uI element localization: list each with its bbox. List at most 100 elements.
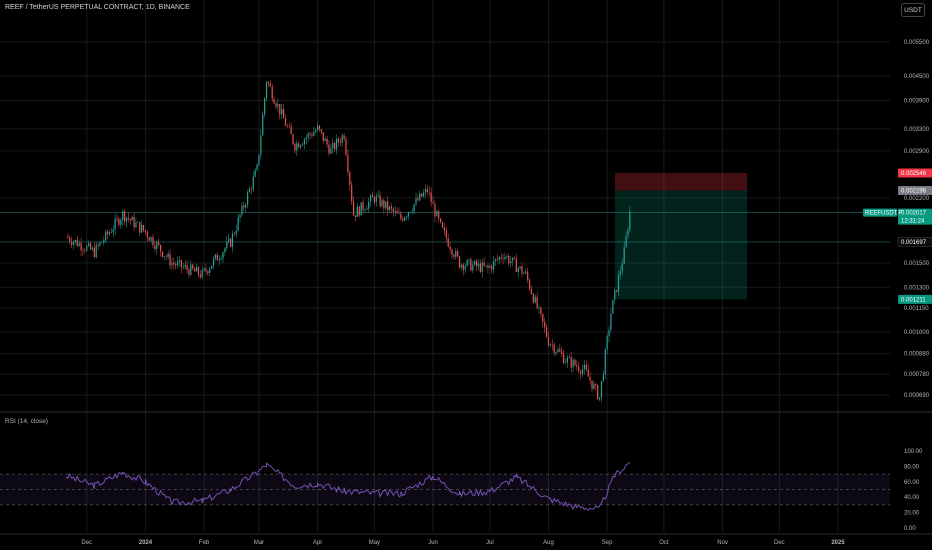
candle-body	[211, 265, 213, 269]
candle-body	[379, 195, 381, 207]
candle-body	[371, 195, 374, 198]
price-tag	[898, 294, 932, 304]
candle-body	[305, 137, 307, 140]
candle-body	[335, 138, 338, 150]
candle-body	[402, 218, 404, 221]
candle-body	[511, 257, 514, 262]
ticker-tag	[863, 208, 897, 217]
candle-body	[67, 236, 69, 238]
candle-body	[271, 86, 273, 100]
candle-body	[133, 216, 135, 228]
candle-body	[375, 196, 377, 203]
candle-body	[341, 135, 343, 143]
candle-body	[604, 349, 606, 375]
candle-body	[483, 262, 485, 266]
candle-body	[108, 232, 111, 235]
price-tag	[898, 168, 932, 178]
candle-body	[176, 261, 179, 266]
candle-body	[241, 205, 243, 215]
candle-body	[161, 251, 164, 257]
candle-body	[71, 241, 73, 245]
price-lines	[0, 212, 890, 243]
candle-body	[156, 242, 158, 249]
currency-button[interactable]: USDT	[901, 3, 925, 17]
candle-body	[247, 192, 249, 205]
candle-body	[405, 216, 408, 218]
candle-body	[326, 138, 328, 145]
candle-body	[131, 216, 133, 221]
candle-body	[555, 352, 557, 353]
price-tick-label: 0.003300	[904, 127, 930, 133]
candle-body	[563, 353, 565, 364]
candle-body	[313, 132, 315, 136]
candle-body	[494, 259, 497, 261]
time-tick-label: Feb	[199, 540, 210, 546]
candle-body	[394, 210, 396, 212]
candle-body	[540, 307, 542, 314]
candle-body	[491, 266, 493, 270]
candle-body	[479, 263, 481, 273]
candle-body	[279, 103, 281, 115]
candle-body	[116, 218, 118, 220]
candle-body	[256, 164, 258, 171]
price-tag	[897, 237, 932, 247]
candle-body	[173, 262, 175, 265]
rsi-tick-label: 60.00	[904, 480, 920, 486]
candle-body	[390, 206, 393, 209]
candle-body	[169, 253, 171, 266]
candle-body	[288, 126, 290, 127]
candle-body	[415, 198, 417, 205]
candle-body	[233, 233, 235, 235]
candle-body	[597, 385, 599, 400]
price-axis[interactable]: 0.005500 0.004500 0.003900 0.003300 0.002900…	[904, 40, 930, 399]
candle-body	[82, 250, 84, 251]
candle-body	[167, 253, 169, 258]
candle-body	[258, 154, 260, 165]
candle-body	[621, 263, 623, 272]
candle-body	[627, 229, 629, 236]
candle-body	[328, 144, 330, 154]
candle-body	[411, 211, 413, 213]
candle-body	[88, 243, 90, 246]
candle-body	[267, 82, 270, 84]
time-tick-label: Aug	[543, 540, 554, 546]
last-price-value: 0.002017	[901, 211, 927, 217]
candle-body	[347, 155, 349, 173]
candle-body	[517, 268, 519, 272]
candle-body	[235, 230, 237, 235]
position-box	[615, 172, 747, 300]
candle-body	[86, 245, 88, 251]
candle-body	[366, 208, 368, 210]
candle-body	[114, 218, 116, 230]
candle-body	[239, 214, 241, 218]
price-tick-label: 0.002200	[904, 196, 930, 202]
candle-body	[581, 369, 584, 374]
candle-body	[591, 380, 593, 389]
candle-body	[409, 212, 411, 213]
time-tick-label: Sep	[602, 540, 613, 546]
candle-body	[349, 172, 351, 186]
candle-body	[388, 206, 391, 211]
candle-body	[475, 261, 478, 267]
candle-body	[74, 239, 77, 242]
price-tick-label: 0.001500	[904, 261, 930, 267]
candle-body	[343, 135, 345, 140]
candle-body	[237, 217, 239, 231]
candle-body	[129, 219, 131, 221]
candle-body	[472, 264, 474, 271]
candle-body	[180, 260, 182, 268]
candle-body	[248, 188, 251, 193]
candle-body	[462, 264, 464, 270]
candle-body	[600, 381, 603, 398]
price-tick-label: 0.000880	[904, 352, 930, 358]
time-axis[interactable]: Dec 2024 Feb Mar Apr May Jun Jul Aug Sep Oct Nov Dec…	[81, 540, 845, 546]
candle-body	[332, 142, 334, 149]
candle-body	[351, 185, 353, 202]
candle-body	[159, 244, 162, 252]
candle-body	[424, 188, 427, 193]
candle-body	[137, 222, 139, 223]
candle-body	[142, 225, 145, 231]
candle-body	[294, 143, 296, 151]
candle-body	[383, 200, 385, 209]
